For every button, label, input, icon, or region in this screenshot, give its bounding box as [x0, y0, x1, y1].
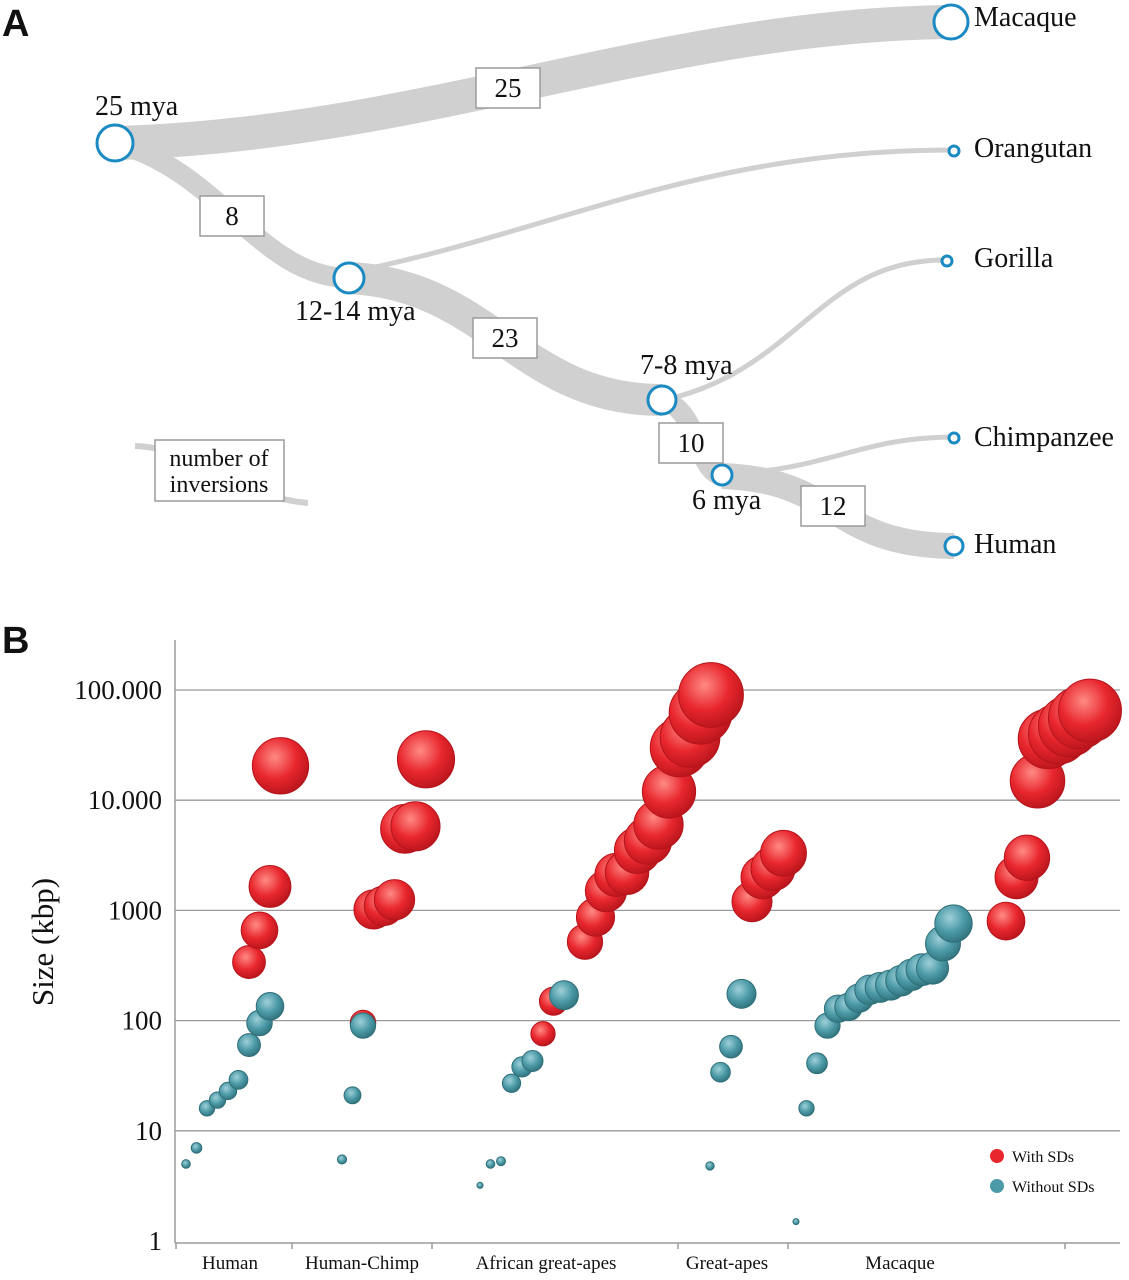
species-label-human: Human [974, 529, 1056, 560]
inversions-legend-line1: number of [169, 446, 268, 472]
data-points [181, 662, 1122, 1226]
inversion-box-human-chimp: 10 [658, 422, 724, 464]
point-without-sds [705, 1161, 715, 1171]
point-without-sds [934, 904, 973, 943]
y-tick-labels: 1 10 100 1000 10.000 100.000 [74, 675, 162, 1256]
point-without-sds [485, 1159, 496, 1169]
inversion-box-macaque: 25 [475, 67, 541, 109]
point-without-sds [806, 1052, 828, 1075]
branch-orangutan [351, 147, 955, 275]
y-tick-label: 1000 [108, 895, 162, 925]
point-without-sds [549, 980, 579, 1011]
branch-gorilla [663, 257, 949, 403]
grid-lines [175, 689, 1120, 1132]
y-tick-label: 10.000 [88, 785, 162, 815]
point-without-sds [501, 1073, 522, 1093]
point-without-sds [710, 1061, 731, 1083]
panel-b-letter: B [2, 620, 29, 662]
african-node [646, 384, 678, 416]
species-label-chimpanzee: Chimpanzee [974, 422, 1114, 453]
species-label-macaque: Macaque [974, 2, 1077, 33]
species-label-orangutan: Orangutan [974, 133, 1092, 164]
root-time-label: 25 mya [95, 91, 179, 122]
legend-label-without-sds: Without SDs [1012, 1179, 1094, 1196]
axes [174, 640, 1120, 1249]
category-labels: Human Human-Chimp African great-apes Great-… [202, 1253, 935, 1274]
inversions-legend: number of inversions [154, 439, 285, 502]
point-with-sds [530, 1021, 556, 1047]
root-node [95, 123, 135, 163]
point-without-sds [181, 1159, 191, 1169]
point-with-sds [232, 945, 266, 979]
macaque-leaf-node [932, 3, 970, 41]
point-without-sds [190, 1142, 203, 1154]
category-label: Macaque [865, 1253, 935, 1274]
point-without-sds [349, 1012, 377, 1039]
inversion-box-african: 23 [472, 317, 538, 359]
inversions-legend-line2: inversions [170, 472, 269, 498]
point-with-sds [373, 879, 416, 921]
point-without-sds [792, 1218, 800, 1226]
category-label: Great-apes [686, 1253, 768, 1274]
panel-b-scatter: B 1 10 100 1000 10.000 100.000 Size (kbp) Hum… [2, 620, 1122, 1274]
point-without-sds [343, 1086, 362, 1105]
inversion-box-human: 12 [800, 485, 866, 527]
point-without-sds [255, 991, 285, 1021]
point-with-sds [1058, 678, 1122, 743]
category-label: Human-Chimp [305, 1253, 419, 1274]
species-label-gorilla: Gorilla [974, 243, 1054, 274]
great-ape-time-label: 12-14 mya [295, 296, 416, 327]
y-tick-label: 100.000 [74, 675, 162, 705]
point-without-sds [476, 1181, 484, 1189]
point-with-sds [396, 730, 456, 789]
y-tick-label: 100 [122, 1006, 163, 1036]
point-with-sds [240, 911, 279, 950]
legend-label-with-sds: With SDs [1012, 1149, 1074, 1166]
point-without-sds [726, 978, 757, 1009]
human-chimp-time-label: 6 mya [692, 485, 762, 516]
point-with-sds [986, 901, 1026, 941]
point-with-sds [251, 737, 310, 795]
orangutan-leaf-node [947, 144, 961, 158]
inversion-count-great-ape: 8 [225, 201, 239, 231]
point-with-sds [390, 801, 441, 852]
category-label: Human [202, 1253, 258, 1274]
y-tick-label: 10 [135, 1116, 162, 1146]
category-label: African great-apes [476, 1253, 617, 1274]
point-without-sds [798, 1100, 815, 1117]
panel-a-letter: A [2, 3, 29, 45]
legend-marker-with-sds [990, 1149, 1004, 1163]
point-without-sds [336, 1154, 348, 1165]
point-without-sds [496, 1156, 506, 1167]
point-without-sds [237, 1033, 261, 1057]
legend-marker-without-sds [990, 1179, 1004, 1193]
chart-legend: With SDs Without SDs [990, 1149, 1094, 1196]
y-tick-label: 1 [149, 1226, 163, 1256]
african-time-label: 7-8 mya [640, 350, 733, 381]
point-with-sds [678, 662, 744, 728]
chimpanzee-leaf-node [947, 431, 961, 445]
inversion-box-great-ape: 8 [199, 195, 265, 237]
point-without-sds [228, 1069, 249, 1090]
inversion-count-african: 23 [492, 323, 519, 353]
inversion-count-human-chimp: 10 [678, 428, 705, 458]
human-chimp-node [710, 463, 734, 487]
inversion-count-macaque: 25 [495, 73, 522, 103]
human-leaf-node [943, 535, 965, 557]
great-ape-node [332, 261, 366, 295]
point-with-sds [1003, 834, 1051, 881]
y-axis-label: Size (kbp) [25, 878, 60, 1006]
gorilla-leaf-node [940, 254, 954, 268]
panel-a-phylogeny: A 25 mya 12-14 mya 7-8 mya 6 mya Macaque… [2, 2, 1114, 560]
point-with-sds [248, 864, 292, 908]
point-without-sds [521, 1050, 544, 1072]
point-with-sds [760, 829, 807, 877]
point-without-sds [719, 1034, 743, 1059]
inversion-count-human: 12 [820, 491, 847, 521]
